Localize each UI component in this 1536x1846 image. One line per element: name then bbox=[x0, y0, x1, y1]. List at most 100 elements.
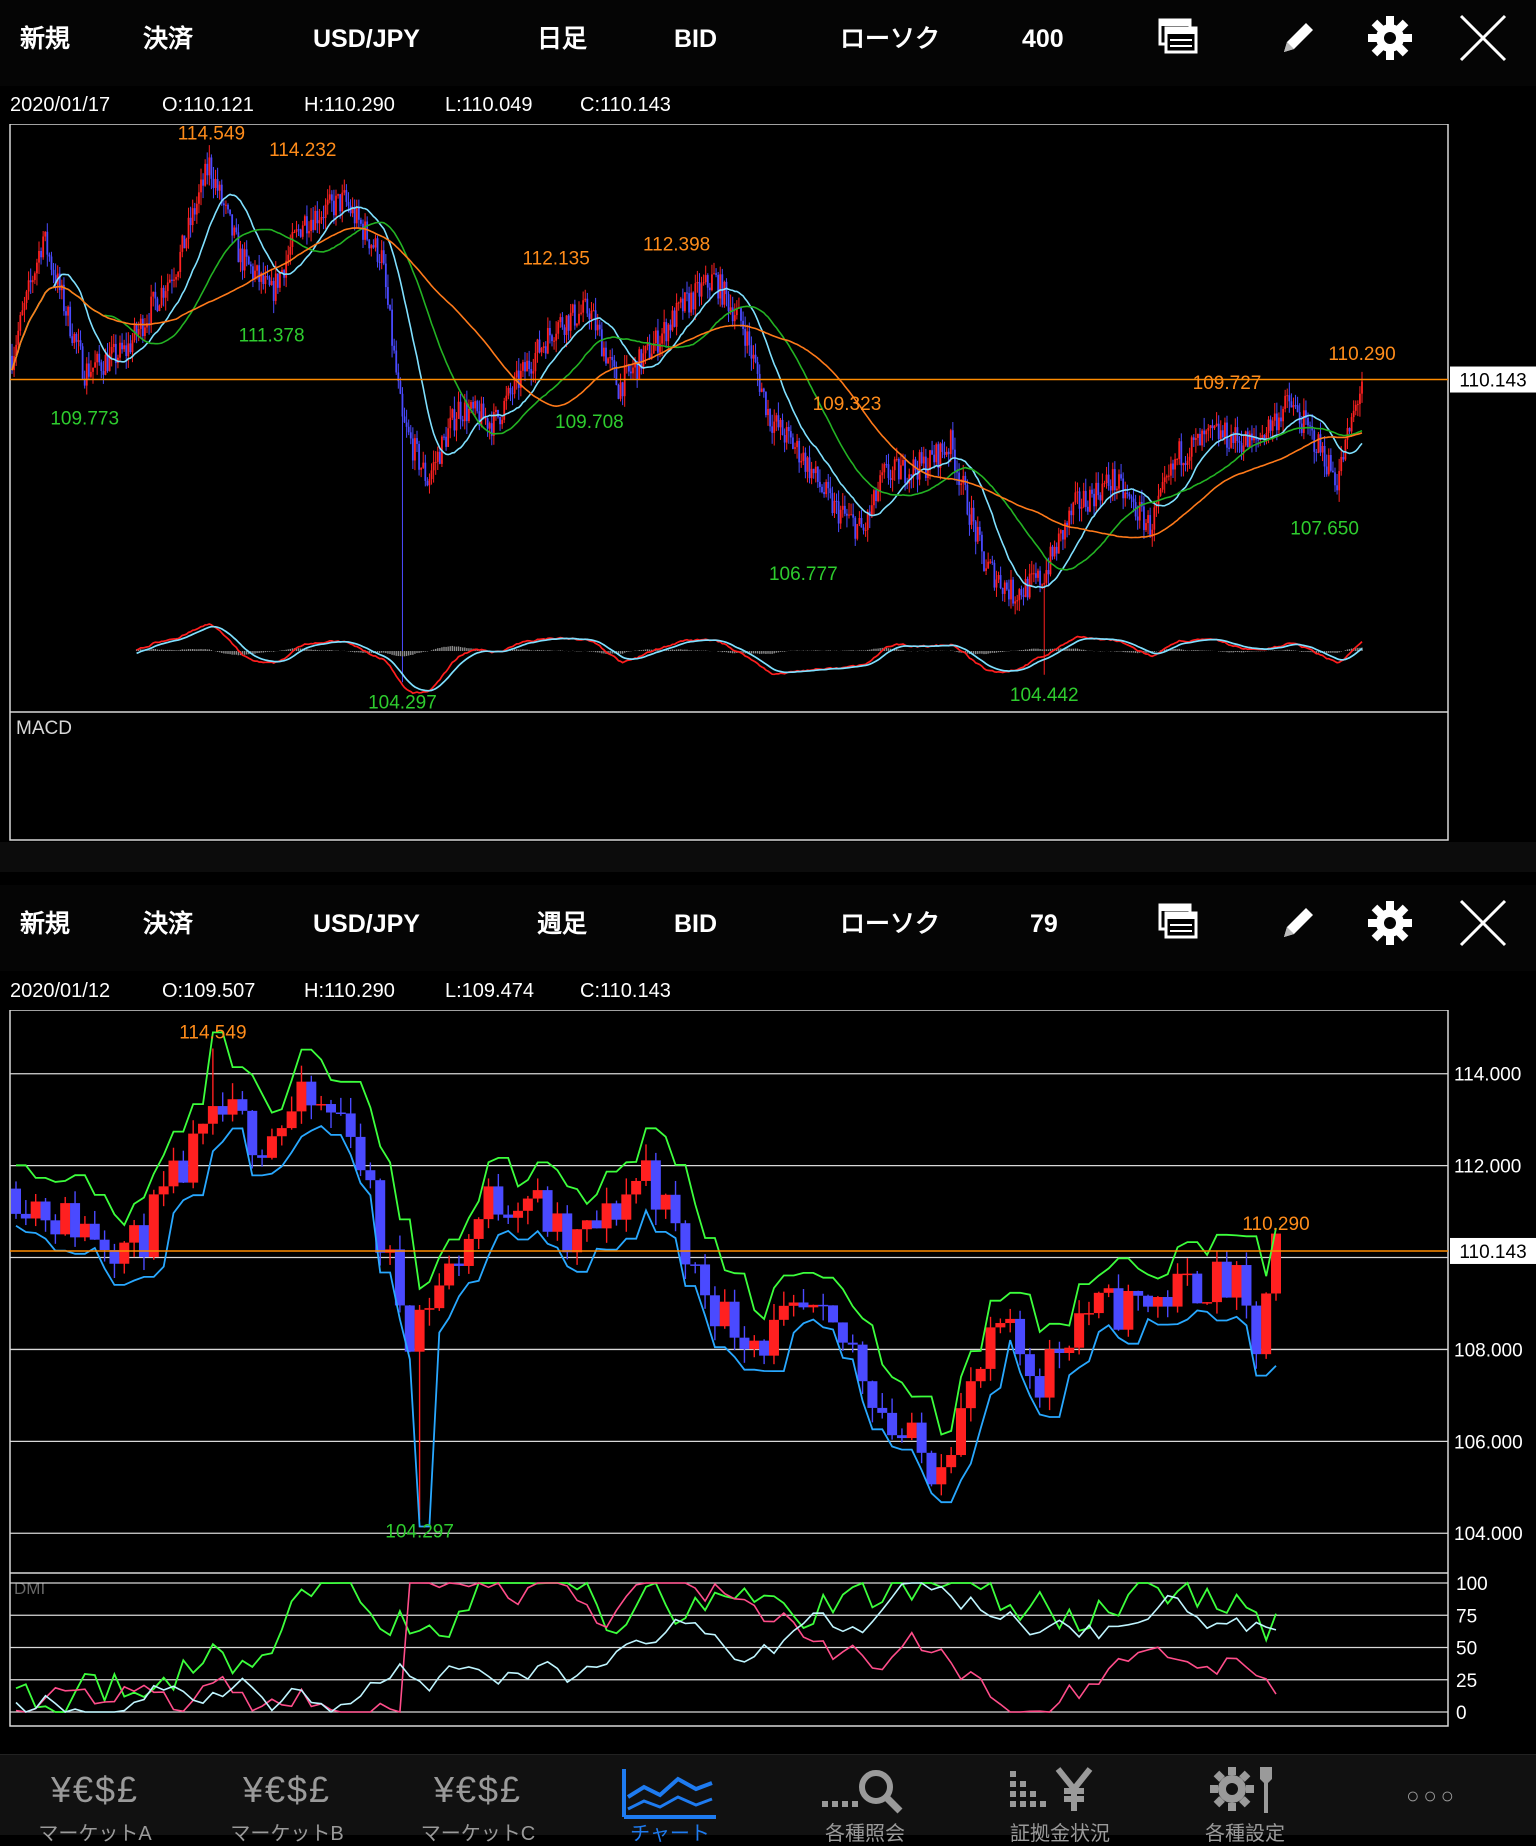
candle-body bbox=[920, 452, 923, 464]
new-order-button[interactable]: 新規 bbox=[20, 910, 71, 938]
candle-body bbox=[15, 344, 18, 357]
new-order-button[interactable]: 新規 bbox=[20, 25, 71, 53]
candle-body bbox=[881, 472, 884, 476]
timeframe-selector[interactable]: 週足 bbox=[537, 910, 588, 938]
candle-body bbox=[1159, 489, 1162, 496]
candle-body bbox=[1317, 434, 1320, 453]
candle-body bbox=[137, 328, 140, 335]
pencil-icon[interactable] bbox=[1270, 895, 1326, 951]
dmi-tick-label: 75 bbox=[1456, 1606, 1477, 1627]
candle-body bbox=[79, 1223, 90, 1238]
tab-settings-icon[interactable] bbox=[1208, 1763, 1284, 1819]
candle-body bbox=[511, 393, 514, 395]
candle-body bbox=[1294, 405, 1297, 407]
candle-body bbox=[542, 346, 545, 349]
high-low-annotations: 114.549 110.290 104.297 bbox=[179, 1023, 1309, 1543]
close-icon[interactable] bbox=[1455, 10, 1511, 66]
candle-body bbox=[438, 451, 441, 464]
candle-body bbox=[1107, 474, 1110, 486]
candle-body bbox=[937, 444, 940, 468]
candle-body bbox=[316, 210, 319, 224]
candle-body bbox=[829, 488, 832, 494]
candle-body bbox=[1199, 433, 1201, 446]
low-annotation: 106.777 bbox=[769, 564, 838, 585]
price-tick-label: 104.000 bbox=[1454, 1524, 1523, 1545]
price-side-selector[interactable]: BID bbox=[674, 910, 718, 938]
candle-body bbox=[962, 475, 965, 484]
candle-body bbox=[752, 354, 755, 359]
candle-body bbox=[1273, 413, 1276, 421]
candle-body bbox=[1332, 470, 1334, 473]
candle-body bbox=[848, 514, 850, 516]
candle-body bbox=[946, 1455, 957, 1468]
candle-body bbox=[906, 1422, 917, 1439]
candle-body bbox=[956, 1408, 966, 1456]
bar-count-selector[interactable]: 79 bbox=[1030, 910, 1058, 938]
candle-body bbox=[150, 296, 153, 325]
candle-body bbox=[409, 432, 412, 439]
tab-more[interactable]: ○○○ bbox=[1406, 1783, 1458, 1808]
chart-kind-selector[interactable]: ローソク bbox=[840, 25, 941, 53]
candle-body bbox=[877, 490, 879, 502]
candle-body bbox=[591, 1220, 602, 1229]
candle-body bbox=[1182, 1273, 1193, 1276]
candle-body bbox=[1288, 395, 1291, 402]
candle-body bbox=[787, 426, 790, 432]
candle-body bbox=[756, 362, 759, 374]
candle-body bbox=[362, 223, 364, 240]
candle-body bbox=[90, 371, 92, 377]
tab-chart-icon[interactable] bbox=[622, 1765, 718, 1821]
candle-body bbox=[195, 203, 198, 215]
candle-body bbox=[71, 336, 74, 344]
candle-body bbox=[681, 298, 684, 312]
currency-pair-selector[interactable]: USD/JPY bbox=[313, 25, 420, 53]
window-switch-icon[interactable] bbox=[1150, 10, 1206, 66]
candle-body bbox=[100, 362, 103, 372]
daily-candlestick-chart[interactable]: 110.143 114.549 114.232 112.135 112.398 109.… bbox=[0, 124, 1536, 842]
price-tick-label: 114.000 bbox=[1454, 1065, 1521, 1086]
candle-body bbox=[748, 331, 751, 346]
pencil-icon[interactable] bbox=[1270, 10, 1326, 66]
candle-body bbox=[249, 264, 252, 267]
candle-body bbox=[843, 505, 846, 514]
candle-body bbox=[1070, 510, 1073, 516]
candle-body bbox=[1309, 425, 1311, 427]
candle-body bbox=[1162, 1297, 1173, 1307]
candle-body bbox=[183, 235, 186, 249]
candle-body bbox=[1103, 1288, 1114, 1293]
tab-market-a[interactable]: ¥€$£ bbox=[50, 1769, 140, 1810]
candle-body bbox=[767, 408, 769, 416]
window-switch-icon[interactable] bbox=[1150, 895, 1206, 951]
candle-body bbox=[394, 1249, 405, 1306]
tab-inquiry-icon[interactable] bbox=[818, 1765, 914, 1821]
candle-body bbox=[1202, 1302, 1213, 1304]
candle-body bbox=[777, 415, 780, 428]
weekly-candlestick-chart[interactable]: 114.549 110.290 104.297 114.000 112.000 108.… bbox=[0, 1010, 1536, 1730]
candle-body bbox=[1049, 546, 1052, 575]
candle-body bbox=[1186, 460, 1189, 465]
tab-margin-icon[interactable] bbox=[1006, 1763, 1106, 1819]
price-side-selector[interactable]: BID bbox=[674, 25, 718, 53]
candle-body bbox=[696, 281, 699, 284]
candle-body bbox=[94, 362, 96, 368]
timeframe-selector[interactable]: 日足 bbox=[537, 25, 588, 53]
candle-body bbox=[335, 1112, 346, 1115]
gear-icon[interactable] bbox=[1362, 10, 1418, 66]
tab-market-c[interactable]: ¥€$£ bbox=[433, 1769, 523, 1810]
candle-body bbox=[295, 229, 298, 232]
chart-kind-selector[interactable]: ローソク bbox=[840, 910, 941, 938]
gear-icon[interactable] bbox=[1362, 895, 1418, 951]
candle-body bbox=[773, 421, 776, 433]
candle-body bbox=[887, 464, 890, 479]
candle-body bbox=[426, 480, 429, 486]
candle-body bbox=[546, 328, 549, 354]
tab-market-b[interactable]: ¥€$£ bbox=[242, 1769, 332, 1810]
candle-body bbox=[109, 1250, 120, 1264]
low-annotation: 109.773 bbox=[50, 409, 119, 430]
close-icon[interactable] bbox=[1455, 895, 1511, 951]
settle-button[interactable]: 決済 bbox=[143, 910, 194, 938]
currency-pair-selector[interactable]: USD/JPY bbox=[313, 910, 420, 938]
bar-count-selector[interactable]: 400 bbox=[1022, 25, 1064, 53]
candle-body bbox=[1323, 445, 1326, 467]
settle-button[interactable]: 決済 bbox=[143, 25, 194, 53]
